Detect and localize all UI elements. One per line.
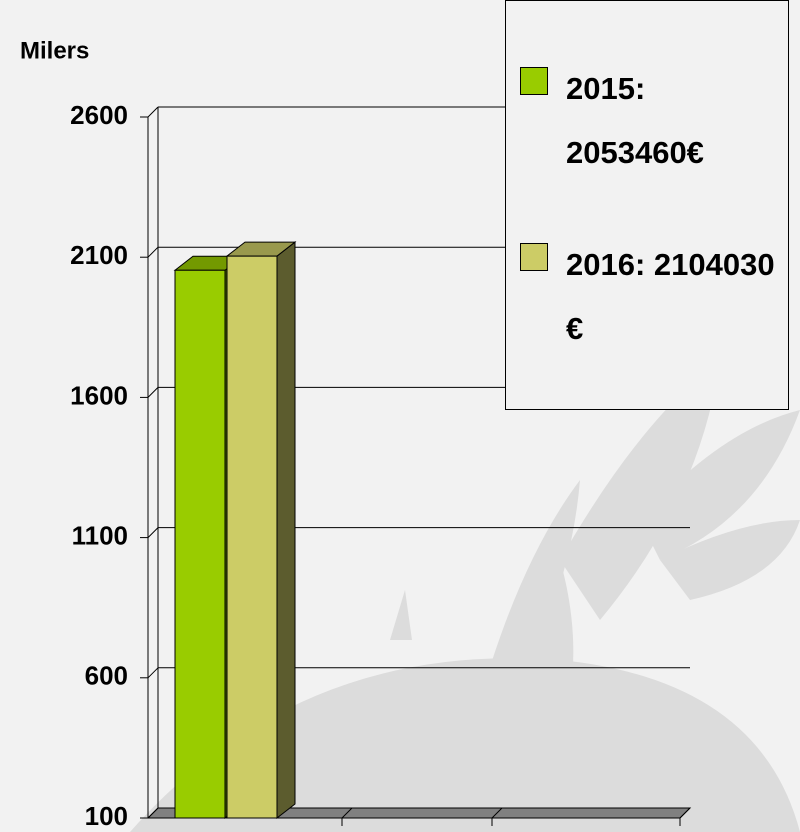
grid-line <box>147 527 159 538</box>
bar-face <box>276 241 296 820</box>
y-tick-label: 100 <box>85 801 128 831</box>
background-leaves <box>130 360 800 832</box>
grid-line <box>147 807 159 819</box>
y-tick-label: 2600 <box>70 100 128 130</box>
legend-swatch <box>520 243 548 271</box>
grid-line <box>147 246 159 258</box>
legend: 2015: 2053460€ 2016: 2104030 € <box>505 0 789 410</box>
bar <box>225 241 297 820</box>
legend-item: 2015: 2053460€ <box>520 57 790 185</box>
legend-swatch <box>520 67 548 95</box>
bar-face <box>226 255 278 819</box>
y-axis-title: Milers <box>20 37 89 64</box>
y-tick-label: 2100 <box>70 240 128 270</box>
y-tick-label: 1100 <box>72 520 128 550</box>
legend-item: 2016: 2104030 € <box>520 233 790 361</box>
y-tick-label: 600 <box>85 661 128 691</box>
y-tick-label: 1600 <box>70 380 128 410</box>
legend-label: 2015: 2053460€ <box>566 71 704 170</box>
grid-line <box>147 667 159 679</box>
floor-edge <box>679 807 691 819</box>
grid-line <box>147 106 159 118</box>
floor-edge <box>341 807 353 819</box>
legend-label: 2016: 2104030 € <box>566 247 775 346</box>
floor-edge <box>491 807 503 819</box>
grid-line <box>147 387 159 398</box>
bar-face <box>174 269 226 819</box>
